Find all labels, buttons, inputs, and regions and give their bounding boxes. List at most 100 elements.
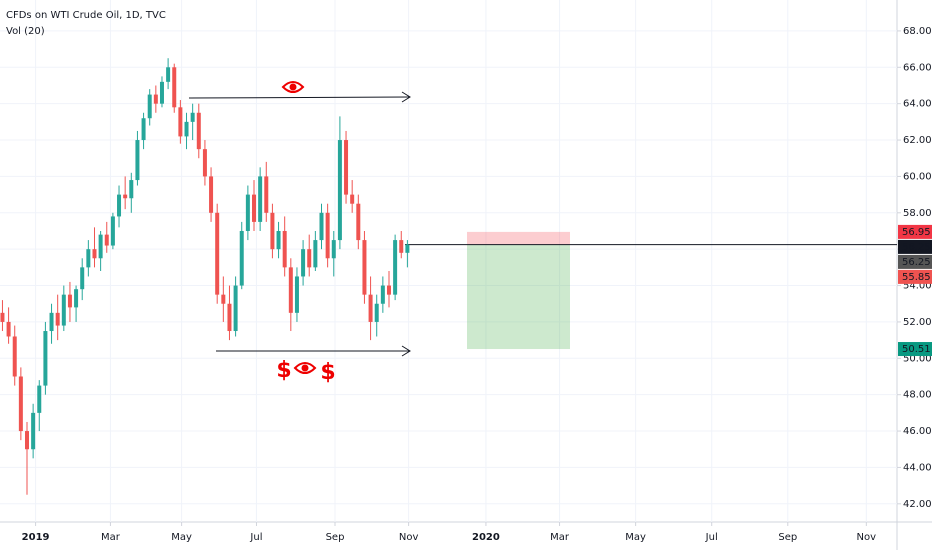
candle-body (6, 321, 11, 337)
eye-icon (293, 362, 317, 374)
candle-body (288, 267, 293, 313)
y-tick-label: 62.00 (903, 135, 932, 146)
candle-body (24, 431, 29, 450)
target-zone (467, 244, 570, 350)
candle-body (141, 118, 146, 141)
candle-body (221, 294, 226, 304)
price-label: 56.95 (902, 227, 931, 238)
candle-body (135, 140, 140, 181)
candle-body (239, 230, 244, 286)
x-tick-label: Nov (399, 532, 419, 543)
candle-body (31, 412, 36, 450)
x-tick-label: Mar (550, 532, 570, 543)
candle-body (258, 176, 263, 222)
price-label: 50.51 (902, 344, 931, 355)
candles (0, 58, 410, 495)
y-tick-label: 58.00 (903, 208, 932, 219)
y-tick-label: 64.00 (903, 99, 932, 110)
candle-body (159, 81, 164, 104)
candle-body (319, 212, 324, 241)
annotation: $ (320, 360, 335, 385)
price-label: 56.25 (902, 257, 931, 268)
price-label-bg (898, 239, 932, 254)
price-label-bg (898, 269, 932, 284)
grid: 2019 Mar May Jul Sep Nov 2020 Mar May Jul Sep Nov (0, 0, 897, 543)
candle-body (43, 331, 48, 386)
candle-body (209, 176, 214, 213)
candle-body (80, 267, 85, 290)
candle-body (276, 230, 281, 250)
candle-body (129, 180, 134, 199)
candle-body (344, 140, 349, 195)
candle-body (110, 216, 115, 246)
price-label: 56.25 (902, 242, 931, 253)
candle-body (227, 303, 232, 332)
y-tick-label: 52.00 (903, 317, 932, 328)
candle-body (325, 212, 330, 259)
candle-body (307, 249, 312, 268)
x-tick-label: Jul (705, 532, 718, 543)
candle-body (215, 212, 220, 295)
candle-body (92, 249, 97, 259)
price-label-bg (898, 342, 932, 357)
candle-body (104, 234, 109, 246)
candle-body (350, 194, 355, 204)
candle-body (98, 234, 103, 259)
y-tick-label: 46.00 (903, 426, 932, 437)
arrow-head (401, 91, 411, 103)
indicator-label: Vol (20) (6, 26, 45, 37)
candle-body (374, 303, 379, 322)
x-tick-label: 2020 (472, 532, 500, 543)
y-tick-label: 48.00 (903, 390, 932, 401)
x-tick-label: May (171, 532, 192, 543)
candle-body (405, 244, 410, 253)
candle-body (49, 312, 54, 332)
price-axis: 42.0044.0046.0048.0050.0052.0054.0056.00… (897, 26, 932, 510)
y-tick-label: 50.00 (903, 353, 932, 364)
x-tick-label: Jul (249, 532, 262, 543)
candle-body (380, 285, 385, 304)
eye-icon (281, 81, 305, 93)
candle-body (184, 121, 189, 137)
candle-body (399, 240, 404, 253)
y-tick-label: 66.00 (903, 62, 932, 73)
x-tick-label: Sep (778, 532, 797, 543)
x-tick-label: Sep (326, 532, 345, 543)
candle-body (172, 67, 177, 108)
annotation: $ (276, 358, 291, 383)
candle-body (386, 285, 391, 295)
candle-body (337, 140, 342, 241)
candle-body (67, 294, 72, 308)
candle-body (252, 194, 257, 222)
candle-body (190, 112, 195, 122)
candle-body (153, 94, 158, 104)
candle-body (245, 194, 250, 231)
candle-body (61, 294, 66, 326)
candle-body (233, 285, 238, 332)
candle-body (12, 336, 17, 377)
candle-body (166, 67, 171, 82)
candle-body (301, 249, 306, 277)
candle-body (196, 112, 201, 150)
price-label-bg (898, 224, 932, 239)
arrow-line (188, 96, 411, 99)
candle-body (74, 289, 79, 308)
y-tick-label: 44.00 (903, 462, 932, 473)
candle-body (202, 149, 207, 177)
candle-body (313, 240, 318, 268)
candle-body (86, 249, 91, 268)
candle-body (123, 194, 128, 199)
drawings (188, 91, 411, 357)
price-label: 55.85 (902, 272, 931, 283)
candle-body (18, 376, 23, 432)
candle-body (393, 240, 398, 295)
candle-body (270, 212, 275, 250)
stop-zone (467, 231, 570, 245)
x-tick-label: 2019 (22, 532, 50, 543)
candle-body (178, 107, 183, 137)
y-tick-label: 68.00 (903, 26, 932, 37)
candle-body (331, 240, 336, 259)
candle-body (362, 240, 367, 295)
y-tick-label: 60.00 (903, 171, 932, 182)
